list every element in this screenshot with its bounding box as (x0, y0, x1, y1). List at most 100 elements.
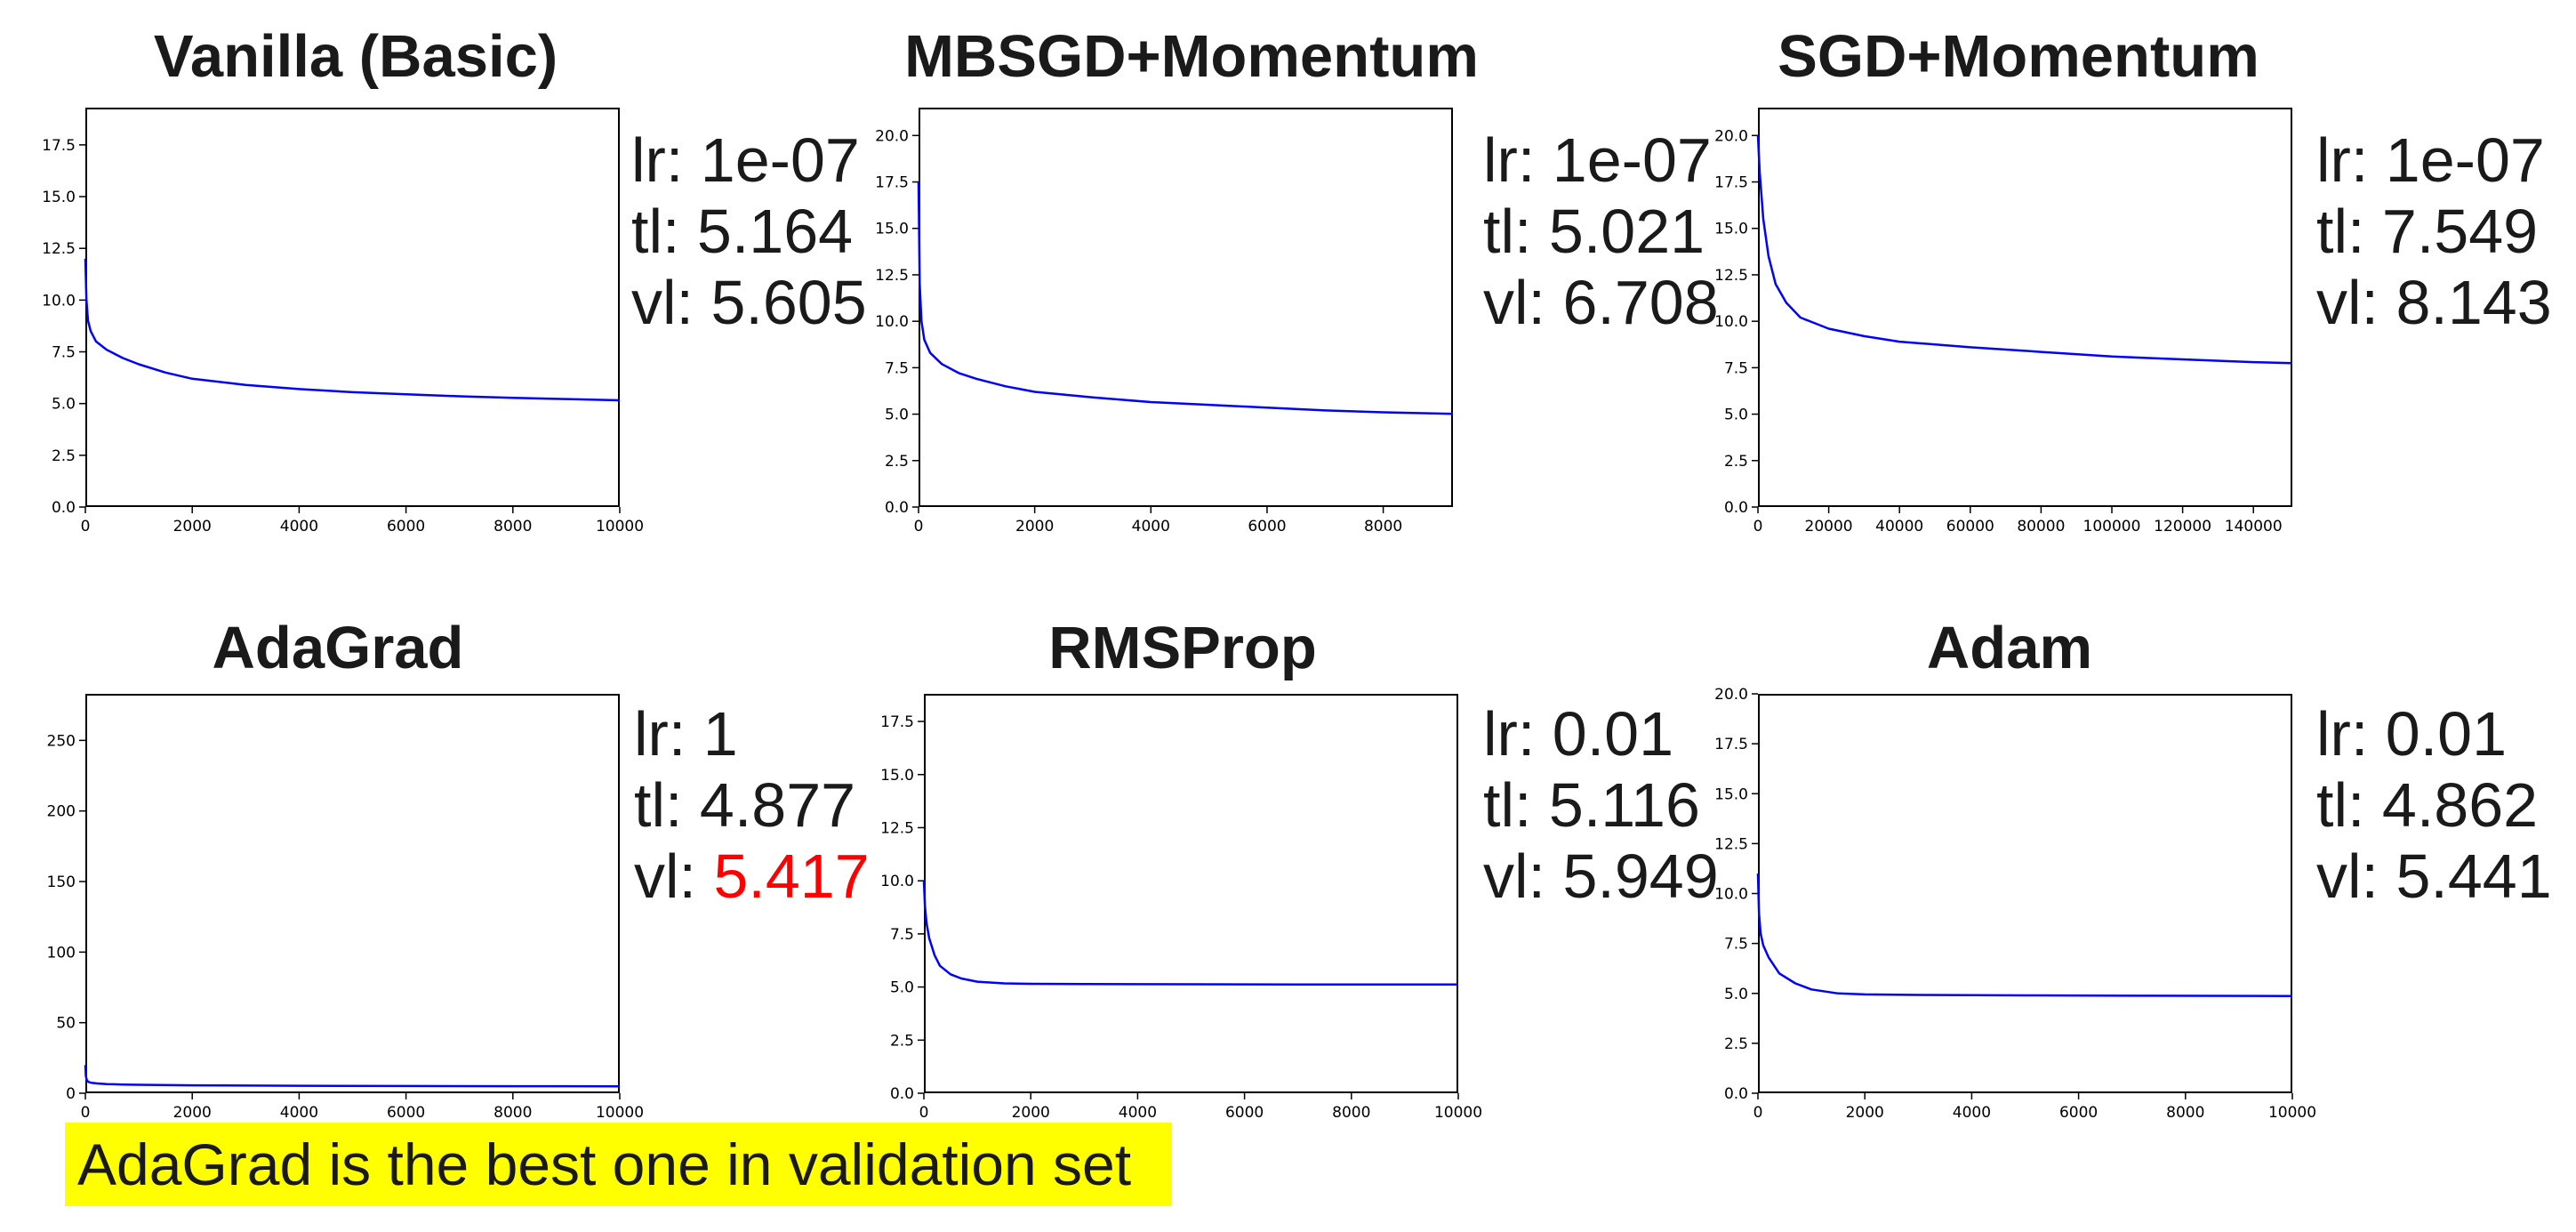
lr-label: lr: (631, 125, 684, 195)
y-tick-label: 17.5 (42, 137, 76, 155)
loss-curve (922, 881, 1458, 986)
lr-value: 0.01 (1552, 699, 1674, 769)
x-tick-label: 80000 (2017, 518, 2065, 535)
y-tick-label: 0.0 (1724, 499, 1748, 517)
lr-label: lr: (1483, 125, 1536, 195)
loss-curve (84, 258, 621, 402)
y-tick-label: 15.0 (1714, 221, 1748, 238)
x-tick-label: 120000 (2154, 518, 2211, 535)
x-tick-label: 6000 (387, 518, 425, 535)
x-tick-label: 0 (81, 518, 91, 535)
y-tick-label: 12.5 (875, 267, 909, 285)
vl-label: vl: (631, 268, 694, 337)
y-tick-label: 250 (47, 732, 76, 750)
tl-value: 5.116 (1548, 770, 1700, 840)
y-tick-label: 5.0 (885, 407, 909, 424)
x-tick-label: 2000 (1012, 1104, 1050, 1122)
y-tick-label: 15.0 (42, 189, 76, 206)
y-tick-label: 200 (47, 803, 76, 821)
x-tick-label: 8000 (1364, 518, 1402, 535)
x-tick-label: 6000 (1248, 518, 1286, 535)
chart-title-mbsgd: MBSGD+Momentum (904, 23, 1479, 90)
vl-label: vl: (2316, 268, 2379, 337)
y-tick-label: 12.5 (1714, 835, 1748, 853)
y-tick-label: 7.5 (890, 926, 914, 944)
y-tick-label: 10.0 (880, 873, 914, 890)
x-tick-label: 0 (1753, 518, 1763, 535)
y-tick-label: 0.0 (885, 499, 909, 517)
x-tick-label: 6000 (387, 1104, 425, 1122)
y-tick-label: 17.5 (875, 174, 909, 192)
stats-adagrad: lr: 1 tl: 4.877 vl: 5.417 (634, 698, 870, 912)
x-tick-label: 2000 (1846, 1104, 1884, 1122)
y-tick-label: 17.5 (1714, 174, 1748, 192)
x-tick-label: 100000 (2083, 518, 2141, 535)
x-tick-label: 0 (81, 1104, 91, 1122)
y-tick-label: 10.0 (42, 292, 76, 310)
vl-value: 5.605 (710, 268, 867, 337)
tl-value: 4.877 (699, 770, 856, 840)
stats-vanilla: lr: 1e-07 tl: 5.164 vl: 5.605 (631, 125, 867, 338)
plot-area-sgd (1758, 108, 2292, 507)
tl-label: tl: (2316, 197, 2365, 266)
x-tick-label: 8000 (494, 518, 532, 535)
vl-label: vl: (1483, 841, 1545, 911)
x-tick-label: 10000 (2268, 1104, 2316, 1122)
y-tick-label: 0.0 (890, 1085, 914, 1103)
y-tick-label: 0.0 (52, 499, 76, 517)
lr-label: lr: (1483, 699, 1536, 769)
x-tick-label: 40000 (1875, 518, 1923, 535)
tl-value: 5.164 (696, 197, 854, 266)
y-tick-label: 100 (47, 944, 76, 962)
plot-area-mbsgd (919, 108, 1453, 507)
tl-label: tl: (631, 197, 680, 266)
y-tick-label: 150 (47, 874, 76, 891)
chart-title-adam: Adam (1926, 615, 2093, 681)
y-tick-label: 20.0 (1714, 686, 1748, 704)
lr-value: 1e-07 (2385, 125, 2545, 195)
x-tick-label: 0 (919, 1104, 929, 1122)
x-tick-label: 60000 (1946, 518, 1994, 535)
chart-title-adagrad: AdaGrad (212, 615, 464, 681)
y-tick-label: 7.5 (1724, 936, 1748, 954)
vl-value: 5.441 (2395, 841, 2552, 911)
x-tick-label: 4000 (280, 1104, 318, 1122)
x-tick-label: 20000 (1805, 518, 1853, 535)
y-tick-label: 17.5 (1714, 736, 1748, 753)
y-tick-label: 10.0 (875, 313, 909, 331)
y-tick-label: 10.0 (1714, 313, 1748, 331)
y-tick-label: 2.5 (52, 447, 76, 465)
lr-label: lr: (2316, 125, 2369, 195)
y-tick-label: 5.0 (1724, 986, 1748, 1003)
y-tick-label: 0 (66, 1085, 76, 1103)
y-tick-label: 50 (56, 1015, 76, 1033)
tl-label: tl: (1483, 197, 1532, 266)
vl-label: vl: (1483, 268, 1545, 337)
chart-title-rmsprop: RMSProp (1048, 615, 1317, 681)
plot-area-adagrad (85, 694, 620, 1093)
x-tick-label: 2000 (1015, 518, 1054, 535)
loss-curve (1756, 873, 2293, 997)
tl-label: tl: (634, 770, 683, 840)
x-tick-label: 4000 (1132, 518, 1170, 535)
lr-value: 1e-07 (700, 125, 860, 195)
y-tick-label: 2.5 (890, 1032, 914, 1050)
y-tick-label: 20.0 (875, 127, 909, 145)
stats-sgd: lr: 1e-07 tl: 7.549 vl: 8.143 (2316, 125, 2552, 338)
lr-label: lr: (2316, 699, 2369, 769)
vl-label: vl: (2316, 841, 2379, 911)
chart-title-vanilla: Vanilla (Basic) (153, 23, 558, 90)
x-tick-label: 6000 (2059, 1104, 2098, 1122)
conclusion-banner: AdaGrad is the best one in validation se… (65, 1123, 1172, 1206)
x-tick-label: 140000 (2225, 518, 2283, 535)
chart-title-sgd: SGD+Momentum (1778, 23, 2259, 90)
y-tick-label: 0.0 (1724, 1085, 1748, 1103)
y-tick-label: 5.0 (890, 979, 914, 997)
plot-area-vanilla (85, 108, 620, 507)
y-tick-label: 5.0 (1724, 407, 1748, 424)
stats-rmsprop: lr: 0.01 tl: 5.116 vl: 5.949 (1483, 698, 1719, 912)
x-tick-label: 8000 (2166, 1104, 2204, 1122)
y-tick-label: 17.5 (880, 713, 914, 731)
x-tick-label: 2000 (173, 518, 212, 535)
x-tick-label: 2000 (173, 1104, 212, 1122)
